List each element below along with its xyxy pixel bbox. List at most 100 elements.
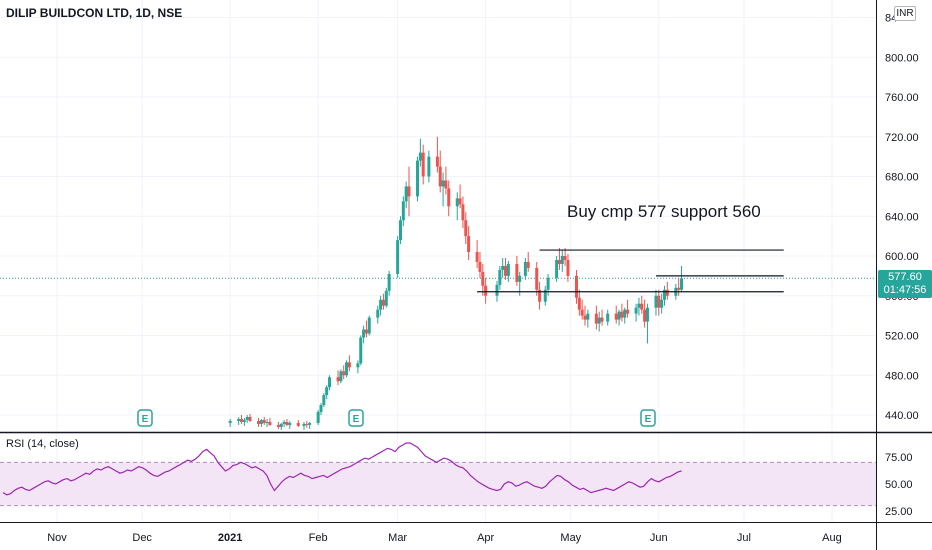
candle[interactable] xyxy=(259,418,263,427)
rsi-pane[interactable] xyxy=(0,442,876,507)
candle[interactable] xyxy=(322,393,326,408)
candle[interactable] xyxy=(614,305,618,324)
candle[interactable] xyxy=(319,403,323,415)
earnings-marker[interactable]: E xyxy=(640,409,656,427)
candle[interactable] xyxy=(574,269,578,304)
candle[interactable] xyxy=(345,360,349,378)
candle[interactable] xyxy=(626,299,630,318)
candle[interactable] xyxy=(535,261,539,296)
candle[interactable] xyxy=(458,184,462,209)
candle[interactable] xyxy=(637,297,641,316)
candle[interactable] xyxy=(580,299,584,320)
candle[interactable] xyxy=(662,285,666,306)
annotation-text[interactable]: Buy cmp 577 support 560 xyxy=(567,202,761,221)
candle[interactable] xyxy=(597,311,601,332)
candle[interactable] xyxy=(362,325,366,344)
candle[interactable] xyxy=(484,277,488,304)
candle[interactable] xyxy=(523,257,527,280)
price-pane[interactable] xyxy=(0,0,876,522)
candle[interactable] xyxy=(606,309,610,326)
candle[interactable] xyxy=(566,254,570,282)
candle[interactable] xyxy=(279,422,283,430)
candle[interactable] xyxy=(262,416,266,425)
candle[interactable] xyxy=(416,156,420,202)
candle[interactable] xyxy=(555,256,559,282)
candle[interactable] xyxy=(501,257,505,278)
candle[interactable] xyxy=(617,309,621,326)
candle[interactable] xyxy=(240,415,244,424)
candle[interactable] xyxy=(418,138,422,167)
candle[interactable] xyxy=(455,192,459,221)
candle[interactable] xyxy=(359,335,363,366)
candle[interactable] xyxy=(248,414,252,422)
candle[interactable] xyxy=(538,281,542,310)
candle[interactable] xyxy=(302,421,306,430)
candle[interactable] xyxy=(364,320,368,338)
candle[interactable] xyxy=(328,375,332,391)
candle[interactable] xyxy=(379,295,383,316)
candle[interactable] xyxy=(237,416,241,425)
candle[interactable] xyxy=(296,419,300,427)
candle[interactable] xyxy=(660,293,664,314)
candle[interactable] xyxy=(347,355,351,372)
candle[interactable] xyxy=(481,263,485,296)
candle[interactable] xyxy=(339,369,343,384)
candle[interactable] xyxy=(242,417,246,426)
candle[interactable] xyxy=(398,216,402,245)
candle[interactable] xyxy=(342,365,346,380)
candle[interactable] xyxy=(600,309,604,326)
candle[interactable] xyxy=(257,417,261,427)
candle[interactable] xyxy=(620,303,624,322)
rsi-indicator-title[interactable]: RSI (14, close) xyxy=(6,438,79,450)
candle[interactable] xyxy=(245,415,249,423)
candle[interactable] xyxy=(654,289,658,316)
candle[interactable] xyxy=(657,289,661,316)
candle[interactable] xyxy=(421,144,425,185)
candle[interactable] xyxy=(557,248,561,270)
earnings-marker[interactable]: E xyxy=(348,409,364,427)
candle[interactable] xyxy=(464,212,468,245)
candle[interactable] xyxy=(325,385,329,400)
candle[interactable] xyxy=(308,421,312,429)
earnings-marker[interactable]: E xyxy=(137,409,153,427)
candle[interactable] xyxy=(645,303,649,344)
candle[interactable] xyxy=(384,287,388,308)
candle[interactable] xyxy=(336,370,340,386)
candle[interactable] xyxy=(316,410,320,425)
candle[interactable] xyxy=(367,315,371,336)
candle[interactable] xyxy=(444,166,448,195)
candle[interactable] xyxy=(376,305,380,324)
candle[interactable] xyxy=(285,418,289,426)
candle[interactable] xyxy=(563,248,567,266)
candle[interactable] xyxy=(498,265,502,290)
candle[interactable] xyxy=(401,196,405,227)
candle[interactable] xyxy=(623,307,627,324)
candle[interactable] xyxy=(594,305,598,330)
candle[interactable] xyxy=(475,240,479,268)
candle[interactable] xyxy=(438,150,442,193)
candle[interactable] xyxy=(515,256,519,286)
candle[interactable] xyxy=(665,281,669,300)
candle[interactable] xyxy=(461,196,465,229)
time-axis[interactable]: Nov Dec 2021 Feb Mar Apr May Jun Jul Aug xyxy=(47,532,842,544)
candle[interactable] xyxy=(305,420,309,428)
candle[interactable] xyxy=(643,299,647,328)
candle[interactable] xyxy=(276,421,280,429)
candle[interactable] xyxy=(640,295,644,314)
candle[interactable] xyxy=(506,260,510,282)
price-axis[interactable]: 440.00480.00520.00560.00600.00640.00680.… xyxy=(885,13,919,519)
candle[interactable] xyxy=(586,309,590,328)
candle[interactable] xyxy=(407,166,411,217)
candle[interactable] xyxy=(504,257,508,280)
candle[interactable] xyxy=(265,418,269,427)
candle[interactable] xyxy=(228,418,232,427)
candle[interactable] xyxy=(546,273,550,296)
candle[interactable] xyxy=(560,250,564,272)
symbol-title[interactable]: DILIP BUILDCON LTD, 1D, NSE xyxy=(6,6,183,20)
candle[interactable] xyxy=(583,305,587,326)
candle[interactable] xyxy=(467,226,471,260)
rsi-line[interactable] xyxy=(2,442,682,496)
candle[interactable] xyxy=(441,172,445,207)
candle[interactable] xyxy=(447,180,451,217)
candle[interactable] xyxy=(478,252,482,278)
